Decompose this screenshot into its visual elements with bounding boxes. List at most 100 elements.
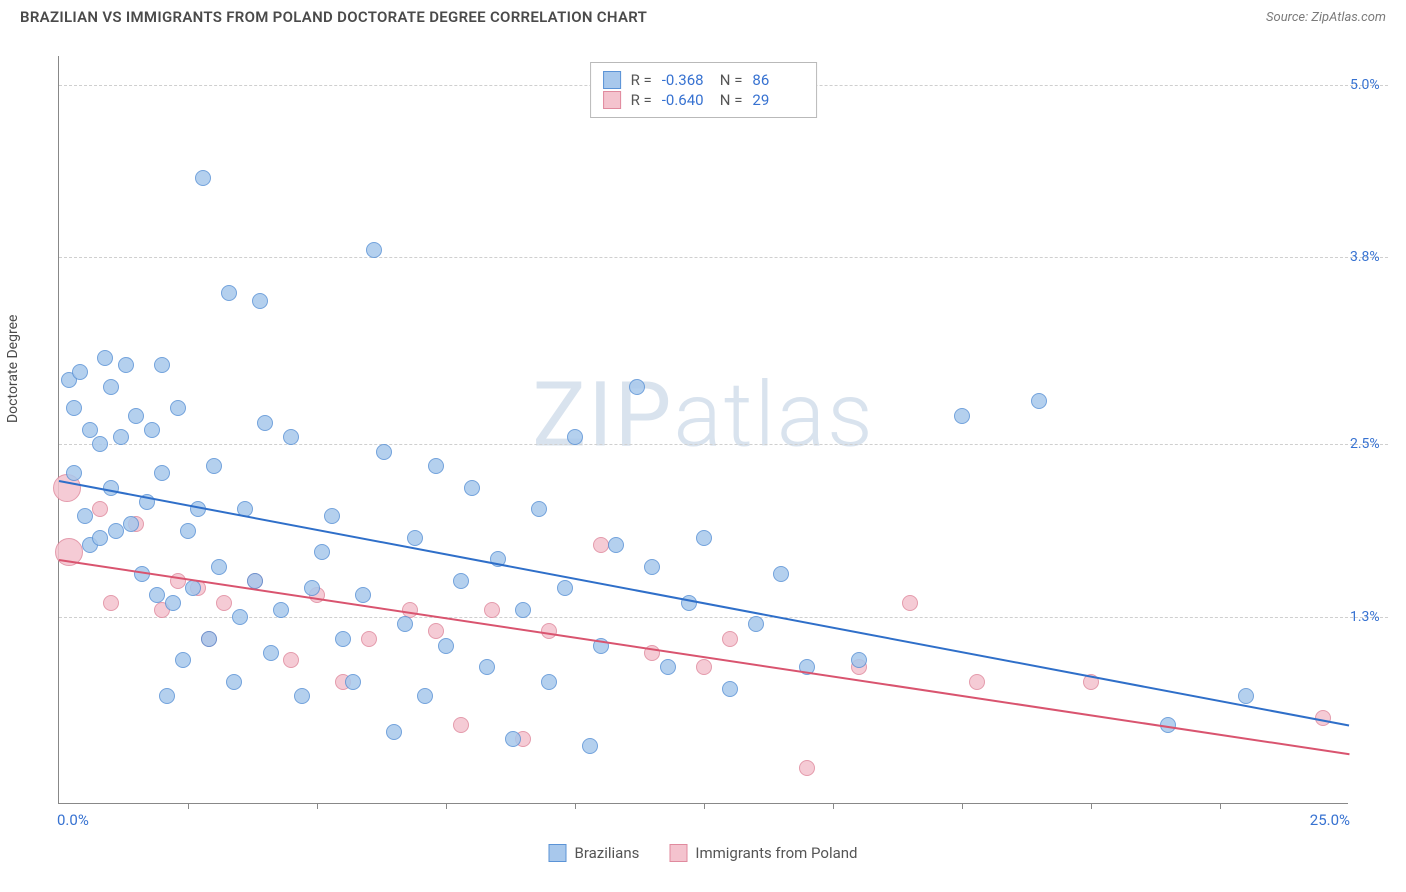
point-brazilians (479, 659, 495, 675)
point-brazilians (335, 631, 351, 647)
point-brazilians (851, 652, 867, 668)
point-brazilians (144, 422, 160, 438)
point-brazilians (97, 350, 113, 366)
point-brazilians (170, 400, 186, 416)
y-tick-label: 3.8% (1350, 249, 1394, 265)
point-brazilians (263, 645, 279, 661)
point-brazilians (428, 458, 444, 474)
point-brazilians (1238, 688, 1254, 704)
plot-area: ZIPatlas R = -0.368 N = 86 R = -0.640 N … (58, 56, 1348, 804)
x-tick (575, 803, 576, 809)
point-brazilians (103, 379, 119, 395)
chart-container: Doctorate Degree ZIPatlas R = -0.368 N =… (18, 40, 1388, 870)
legend-label-poland: Immigrants from Poland (695, 844, 857, 862)
stat-n-label: N = (720, 71, 743, 89)
point-brazilians (376, 444, 392, 460)
point-brazilians (252, 293, 268, 309)
stat-r-poland: -0.640 (662, 91, 710, 109)
point-brazilians (304, 580, 320, 596)
point-poland (92, 501, 108, 517)
point-brazilians (557, 580, 573, 596)
trendline-poland (59, 559, 1349, 755)
point-brazilians (123, 516, 139, 532)
point-brazilians (386, 724, 402, 740)
point-brazilians (221, 285, 237, 301)
chart-title: BRAZILIAN VS IMMIGRANTS FROM POLAND DOCT… (20, 8, 647, 26)
y-tick-label: 5.0% (1350, 77, 1394, 93)
x-tick (833, 803, 834, 809)
point-brazilians (582, 738, 598, 754)
point-brazilians (397, 616, 413, 632)
stat-r-label: R = (631, 71, 652, 89)
legend-stats: R = -0.368 N = 86 R = -0.640 N = 29 (590, 62, 818, 118)
point-brazilians (247, 573, 263, 589)
x-tick (1220, 803, 1221, 809)
y-tick-label: 1.3% (1350, 609, 1394, 625)
point-brazilians (273, 602, 289, 618)
point-brazilians (505, 731, 521, 747)
point-brazilians (92, 436, 108, 452)
point-poland (799, 760, 815, 776)
point-poland (969, 674, 985, 690)
point-brazilians (541, 674, 557, 690)
swatch-brazilians (549, 844, 567, 862)
legend-item-poland: Immigrants from Poland (669, 844, 857, 862)
point-brazilians (226, 674, 242, 690)
point-brazilians (696, 530, 712, 546)
gridline (59, 257, 1388, 258)
point-brazilians (314, 544, 330, 560)
stat-n-poland: 29 (752, 91, 800, 109)
point-brazilians (417, 688, 433, 704)
point-brazilians (66, 465, 82, 481)
point-brazilians (103, 480, 119, 496)
trendline-brazilians (59, 480, 1349, 727)
point-brazilians (128, 408, 144, 424)
x-tick (317, 803, 318, 809)
point-poland (428, 623, 444, 639)
point-brazilians (748, 616, 764, 632)
point-poland (216, 595, 232, 611)
x-tick (704, 803, 705, 809)
stat-n-brazilians: 86 (752, 71, 800, 89)
point-brazilians (567, 429, 583, 445)
point-brazilians (211, 559, 227, 575)
point-brazilians (149, 587, 165, 603)
point-poland (722, 631, 738, 647)
point-brazilians (92, 530, 108, 546)
legend-item-brazilians: Brazilians (549, 844, 640, 862)
watermark: ZIPatlas (532, 362, 874, 467)
point-brazilians (283, 429, 299, 445)
point-brazilians (165, 595, 181, 611)
point-poland (484, 602, 500, 618)
legend-row-brazilians: R = -0.368 N = 86 (603, 71, 801, 89)
point-brazilians (108, 523, 124, 539)
point-poland (453, 717, 469, 733)
y-tick-label: 2.5% (1350, 436, 1394, 452)
point-poland (593, 537, 609, 553)
point-brazilians (180, 523, 196, 539)
point-brazilians (515, 602, 531, 618)
point-brazilians (453, 573, 469, 589)
point-brazilians (660, 659, 676, 675)
swatch-poland (669, 844, 687, 862)
point-brazilians (464, 480, 480, 496)
point-brazilians (722, 681, 738, 697)
legend-label-brazilians: Brazilians (575, 844, 640, 862)
point-brazilians (608, 537, 624, 553)
x-tick (1091, 803, 1092, 809)
point-brazilians (185, 580, 201, 596)
x-tick (188, 803, 189, 809)
point-brazilians (681, 595, 697, 611)
point-brazilians (195, 170, 211, 186)
point-brazilians (82, 422, 98, 438)
x-tick (962, 803, 963, 809)
x-axis-min: 0.0% (57, 811, 89, 829)
stat-r-brazilians: -0.368 (662, 71, 710, 89)
point-brazilians (206, 458, 222, 474)
source-attribution: Source: ZipAtlas.com (1266, 10, 1386, 25)
y-axis-label: Doctorate Degree (5, 315, 21, 423)
point-brazilians (66, 400, 82, 416)
point-poland (103, 595, 119, 611)
gridline (59, 617, 1388, 618)
point-brazilians (773, 566, 789, 582)
